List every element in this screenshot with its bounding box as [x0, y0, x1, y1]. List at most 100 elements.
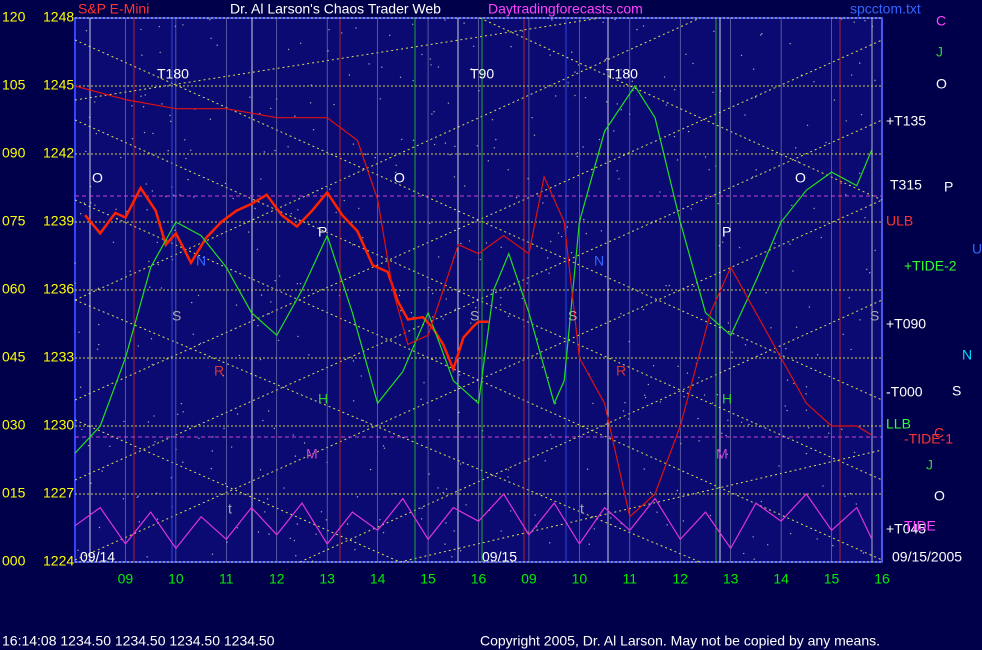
dot	[358, 207, 360, 210]
dot	[616, 103, 618, 105]
y-tick-label: 1248	[43, 9, 74, 25]
dot	[526, 282, 528, 284]
dot	[369, 468, 372, 471]
dot	[154, 441, 156, 443]
dot	[500, 530, 502, 532]
dot	[256, 248, 259, 251]
annotation: +T090	[886, 316, 926, 332]
dot	[778, 465, 780, 467]
dot	[312, 129, 315, 131]
dot	[643, 468, 645, 470]
dot	[673, 135, 676, 138]
dot	[476, 145, 479, 147]
dot	[93, 101, 96, 103]
dot	[459, 463, 462, 465]
dot	[412, 23, 414, 25]
annotation: P	[318, 224, 327, 240]
dot	[642, 308, 645, 311]
chart-subtitle: Daytradingforecasts.com	[488, 1, 643, 17]
dot	[232, 197, 234, 200]
dot	[122, 498, 124, 500]
annotation: O	[394, 170, 405, 186]
dot	[862, 552, 865, 554]
dot	[365, 153, 367, 156]
dot	[717, 202, 719, 205]
y-tick-label: 1242	[43, 145, 74, 161]
dot	[605, 57, 608, 60]
dot	[453, 176, 456, 178]
x-tick-label: 14	[370, 571, 386, 587]
dot	[789, 243, 791, 245]
dot	[534, 514, 536, 516]
dot	[259, 358, 262, 361]
dot	[445, 298, 447, 300]
dot	[786, 409, 788, 412]
dot	[140, 95, 142, 97]
x-tick-label: 10	[572, 571, 588, 587]
dot	[583, 218, 585, 221]
dot	[296, 283, 299, 285]
dot	[673, 89, 676, 91]
dot	[521, 30, 524, 32]
dot	[299, 282, 302, 285]
x-tick-label: 09	[521, 571, 537, 587]
dot	[259, 112, 261, 115]
dot	[382, 445, 385, 447]
dot	[475, 307, 477, 309]
annotation: -TIDE-1	[904, 431, 953, 447]
dot	[101, 470, 103, 472]
dot	[182, 411, 184, 413]
dot	[433, 143, 436, 146]
dot	[686, 372, 689, 374]
dot	[628, 340, 630, 343]
dot	[445, 488, 448, 490]
dot	[833, 99, 836, 101]
dot	[184, 139, 186, 141]
dot	[260, 178, 262, 180]
dot	[315, 533, 317, 535]
dot	[153, 415, 155, 417]
dot	[623, 369, 626, 371]
dot	[610, 517, 612, 519]
annotation: S	[952, 383, 961, 399]
dot	[740, 421, 743, 423]
dot	[460, 242, 462, 245]
dot	[755, 169, 757, 171]
dot	[665, 285, 667, 287]
y2-tick-label: 075	[2, 213, 26, 229]
dot	[346, 523, 349, 525]
dot	[525, 460, 527, 463]
dot	[274, 280, 276, 282]
dot	[743, 552, 745, 555]
annotation: S	[568, 308, 577, 324]
dot	[600, 230, 603, 232]
annotation: 09/15/2005	[892, 549, 962, 565]
annotation: t	[580, 501, 584, 517]
dot	[458, 411, 460, 414]
y2-tick-label: 060	[2, 281, 26, 297]
dot	[825, 141, 827, 144]
dot	[85, 29, 88, 32]
dot	[716, 394, 719, 396]
dot	[429, 58, 431, 60]
dot	[374, 156, 376, 159]
dot	[343, 199, 345, 202]
dot	[182, 24, 184, 26]
x-tick-label: 15	[420, 571, 436, 587]
dot	[429, 222, 431, 224]
dot	[770, 327, 772, 329]
y-tick-label: 1245	[43, 77, 74, 93]
dot	[222, 375, 225, 377]
dot	[859, 62, 861, 64]
dot	[722, 241, 724, 243]
dot	[760, 500, 762, 503]
dot	[816, 354, 819, 356]
y2-tick-label: 105	[2, 77, 26, 93]
dot	[379, 519, 381, 521]
dot	[131, 137, 134, 140]
diagonal	[74, 17, 701, 301]
annotation: T315	[890, 177, 922, 193]
dot	[544, 460, 546, 462]
dot	[690, 208, 692, 210]
dot	[500, 246, 502, 249]
